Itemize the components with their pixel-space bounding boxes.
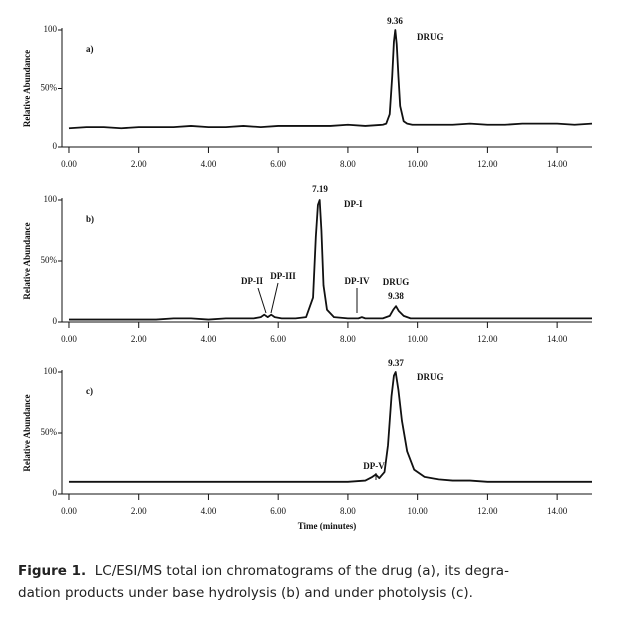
annotation: DRUG bbox=[417, 372, 444, 382]
y-tick-label: 50% bbox=[41, 427, 58, 437]
x-tick-label: 2.00 bbox=[131, 334, 147, 344]
panel-label: a) bbox=[86, 44, 94, 54]
x-tick-label: 10.00 bbox=[408, 159, 429, 169]
y-tick-label: 50% bbox=[41, 83, 58, 93]
caption-label: Figure 1. bbox=[18, 563, 87, 579]
trace bbox=[68, 29, 593, 130]
panel-label: c) bbox=[86, 386, 93, 396]
y-axis-label: Relative Abundance bbox=[22, 222, 32, 299]
y-tick-label: 0 bbox=[53, 316, 58, 326]
y-tick-label: 100 bbox=[44, 194, 58, 204]
y-axis-label: Relative Abundance bbox=[22, 394, 32, 471]
y-tick-label: 0 bbox=[53, 141, 58, 151]
arrow bbox=[270, 282, 279, 314]
annotation: 9.38 bbox=[388, 291, 404, 301]
annotation: DP-I bbox=[344, 199, 363, 209]
y-axis-label: Relative Abundance bbox=[22, 50, 32, 127]
x-tick-label: 4.00 bbox=[201, 334, 217, 344]
y-tick-label: 0 bbox=[53, 488, 58, 498]
annotation: DRUG bbox=[417, 32, 444, 42]
caption: Figure 1. LC/ESI/MS total ion chromatogr… bbox=[18, 560, 509, 604]
x-tick-label: 0.00 bbox=[61, 506, 77, 516]
y-tick-label: 100 bbox=[44, 24, 58, 34]
x-tick-label: 0.00 bbox=[61, 159, 77, 169]
x-tick-label: 14.00 bbox=[547, 159, 568, 169]
caption-text: LC/ESI/MS total ion chromatograms of the… bbox=[94, 563, 509, 579]
x-tick-label: 14.00 bbox=[547, 334, 568, 344]
x-tick-label: 8.00 bbox=[340, 506, 356, 516]
x-tick-label: 12.00 bbox=[477, 334, 498, 344]
x-tick-label: 10.00 bbox=[408, 334, 429, 344]
x-tick-label: 6.00 bbox=[270, 334, 286, 344]
trace bbox=[68, 199, 592, 321]
annotation: DRUG bbox=[383, 277, 410, 287]
annotation: DP-V bbox=[363, 461, 385, 471]
caption-line: Figure 1. LC/ESI/MS total ion chromatogr… bbox=[18, 560, 509, 582]
x-tick-label: 14.00 bbox=[547, 506, 568, 516]
y-tick-label: 100 bbox=[44, 366, 58, 376]
x-tick-label: 4.00 bbox=[201, 506, 217, 516]
annotation: 7.19 bbox=[312, 184, 328, 194]
caption-line: dation products under base hydrolysis (b… bbox=[18, 585, 473, 601]
annotation: DP-III bbox=[270, 271, 296, 281]
x-axis-label: Time (minutes) bbox=[298, 521, 357, 531]
x-tick-label: 0.00 bbox=[61, 334, 77, 344]
x-tick-label: 6.00 bbox=[270, 506, 286, 516]
chart: 0 50% 100 0.00 2.00 4.00 6.00 8.00 10.00 12.00 14.… bbox=[22, 16, 593, 531]
y-tick-label: 50% bbox=[41, 255, 58, 265]
x-tick-label: 12.00 bbox=[477, 506, 498, 516]
arrow bbox=[257, 287, 267, 314]
x-tick-label: 8.00 bbox=[340, 159, 356, 169]
x-tick-label: 12.00 bbox=[477, 159, 498, 169]
annotation: 9.37 bbox=[388, 358, 404, 368]
x-tick-label: 2.00 bbox=[131, 159, 147, 169]
x-tick-label: 10.00 bbox=[408, 506, 429, 516]
x-tick-label: 8.00 bbox=[340, 334, 356, 344]
panel-label: b) bbox=[86, 214, 94, 224]
x-tick-label: 4.00 bbox=[201, 159, 217, 169]
x-tick-label: 6.00 bbox=[270, 159, 286, 169]
annotation: 9.36 bbox=[387, 16, 403, 26]
x-tick-label: 2.00 bbox=[131, 506, 147, 516]
trace bbox=[68, 371, 592, 483]
annotation: DP-IV bbox=[345, 276, 370, 286]
annotation: DP-II bbox=[241, 276, 263, 286]
